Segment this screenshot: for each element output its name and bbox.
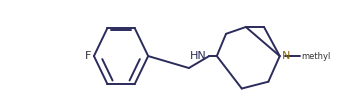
Text: HN: HN	[190, 51, 206, 61]
Text: F: F	[85, 51, 91, 61]
Text: N: N	[282, 51, 290, 61]
Text: methyl: methyl	[301, 52, 331, 61]
